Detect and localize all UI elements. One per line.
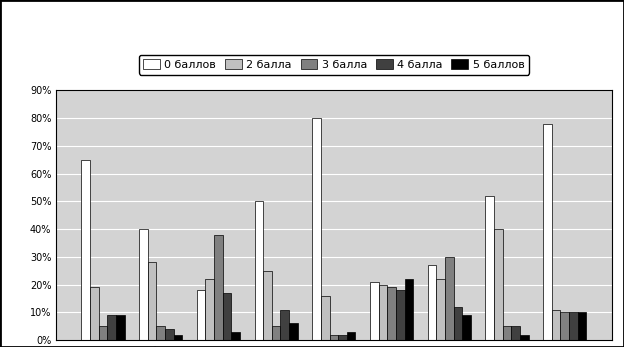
Bar — [280, 310, 289, 340]
Bar — [157, 326, 165, 340]
Bar — [502, 326, 511, 340]
Bar — [329, 335, 338, 340]
Bar — [232, 332, 240, 340]
Bar — [90, 287, 99, 340]
Bar — [321, 296, 329, 340]
Bar — [404, 279, 413, 340]
Bar — [81, 160, 90, 340]
Bar — [388, 287, 396, 340]
Bar — [578, 312, 587, 340]
Bar — [494, 229, 502, 340]
Bar — [148, 262, 157, 340]
Bar — [255, 201, 263, 340]
Bar — [116, 315, 125, 340]
Bar — [396, 290, 404, 340]
Bar — [173, 335, 182, 340]
Bar — [454, 307, 462, 340]
Bar — [197, 290, 205, 340]
Bar — [214, 235, 223, 340]
Bar — [560, 312, 569, 340]
Bar — [289, 323, 298, 340]
Bar — [520, 335, 529, 340]
Bar — [312, 118, 321, 340]
Bar — [379, 285, 388, 340]
Bar — [462, 315, 471, 340]
Bar — [511, 326, 520, 340]
Bar — [427, 265, 436, 340]
Bar — [165, 329, 173, 340]
Bar — [223, 293, 232, 340]
Bar — [338, 335, 347, 340]
Bar — [543, 124, 552, 340]
Bar — [370, 282, 379, 340]
Bar — [569, 312, 578, 340]
Bar — [205, 279, 214, 340]
Bar — [485, 196, 494, 340]
Bar — [552, 310, 560, 340]
Bar — [436, 279, 445, 340]
Legend: 0 баллов, 2 балла, 3 балла, 4 балла, 5 баллов: 0 баллов, 2 балла, 3 балла, 4 балла, 5 б… — [139, 55, 529, 75]
Bar — [445, 257, 454, 340]
Bar — [139, 229, 148, 340]
Bar — [347, 332, 356, 340]
Bar — [272, 326, 280, 340]
Bar — [107, 315, 116, 340]
Bar — [263, 271, 272, 340]
Bar — [99, 326, 107, 340]
